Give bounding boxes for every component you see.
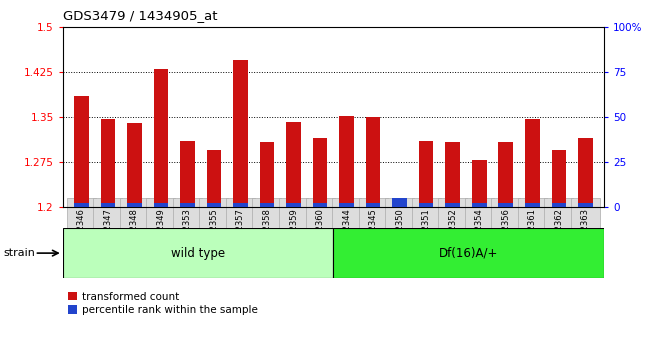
Bar xyxy=(259,142,275,207)
Bar xyxy=(498,142,513,207)
Bar xyxy=(100,119,115,207)
Bar xyxy=(419,141,434,207)
Bar xyxy=(207,204,221,207)
Bar xyxy=(180,204,195,207)
Bar xyxy=(498,204,513,207)
Bar xyxy=(74,204,88,207)
Bar xyxy=(63,228,333,278)
Bar xyxy=(419,204,434,207)
Bar xyxy=(392,204,407,207)
Bar xyxy=(578,204,593,207)
Bar xyxy=(339,204,354,207)
Bar xyxy=(154,69,168,207)
Text: Df(16)A/+: Df(16)A/+ xyxy=(439,247,498,259)
Bar xyxy=(578,138,593,207)
Bar xyxy=(233,59,248,207)
Bar xyxy=(392,198,407,207)
Bar xyxy=(339,116,354,207)
Bar xyxy=(525,119,540,207)
Bar xyxy=(154,204,168,207)
Bar xyxy=(313,204,327,207)
Bar xyxy=(127,204,142,207)
Legend: transformed count, percentile rank within the sample: transformed count, percentile rank withi… xyxy=(68,292,258,315)
Bar xyxy=(233,204,248,207)
Bar xyxy=(472,160,486,207)
Bar xyxy=(525,204,540,207)
Bar xyxy=(366,204,380,207)
Bar xyxy=(100,204,115,207)
Bar xyxy=(286,204,301,207)
Bar xyxy=(472,204,486,207)
Bar xyxy=(552,150,566,207)
Bar xyxy=(207,150,221,207)
Bar xyxy=(552,204,566,207)
Text: wild type: wild type xyxy=(171,247,225,259)
Bar xyxy=(333,228,604,278)
Bar xyxy=(127,123,142,207)
Bar xyxy=(313,138,327,207)
Bar xyxy=(366,117,380,207)
Bar xyxy=(446,142,460,207)
Text: strain: strain xyxy=(3,248,35,258)
Bar xyxy=(259,204,275,207)
Bar xyxy=(286,122,301,207)
Bar xyxy=(74,96,88,207)
Text: GDS3479 / 1434905_at: GDS3479 / 1434905_at xyxy=(63,9,217,22)
Bar xyxy=(446,204,460,207)
Bar xyxy=(180,141,195,207)
